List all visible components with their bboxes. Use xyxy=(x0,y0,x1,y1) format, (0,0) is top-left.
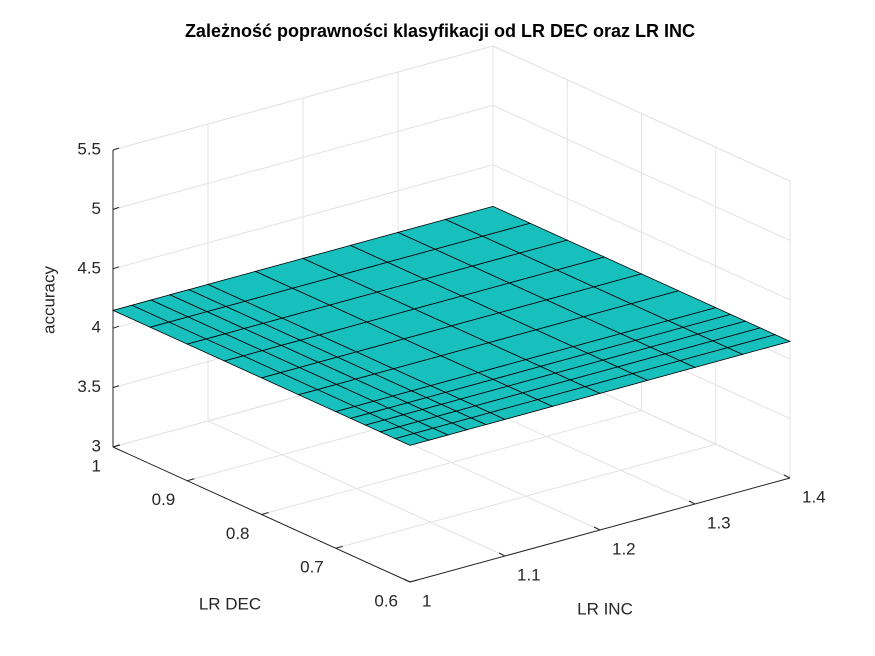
x-tick xyxy=(783,474,791,479)
y-tick xyxy=(187,478,195,482)
surface-patch xyxy=(726,334,792,355)
x-tick-label: 1.1 xyxy=(517,565,541,584)
x-tick-label: 1.3 xyxy=(707,513,731,532)
x-tick-label: 1 xyxy=(422,591,431,610)
y-tick-label: 0.8 xyxy=(226,524,250,543)
x-tick-label: 1.4 xyxy=(802,487,826,506)
z-tick xyxy=(112,385,120,389)
z-tick-label: 4 xyxy=(92,318,101,337)
x-tick xyxy=(688,500,696,505)
x-tick xyxy=(403,578,411,583)
chart-title: Zależność poprawności klasyfikacji od LR… xyxy=(185,21,695,41)
y-tick xyxy=(335,545,343,549)
y-tick-label: 0.7 xyxy=(300,558,324,577)
x-tick xyxy=(593,526,601,531)
grid-line xyxy=(335,443,716,549)
x-axis-label: LR INC xyxy=(577,599,633,618)
y-tick-label: 1 xyxy=(92,456,101,475)
z-tick-label: 4.5 xyxy=(77,258,101,277)
z-tick-label: 5 xyxy=(92,199,101,218)
z-tick xyxy=(112,206,120,210)
y-tick xyxy=(409,579,418,583)
x-tick-label: 1.2 xyxy=(612,539,636,558)
y-tick-label: 0.9 xyxy=(152,490,176,509)
y-tick xyxy=(112,444,121,448)
x-tick xyxy=(498,552,506,557)
y-tick-label: 0.6 xyxy=(374,591,398,610)
z-tick-label: 3.5 xyxy=(77,377,101,396)
z-tick-label: 5.5 xyxy=(77,139,101,158)
z-tick xyxy=(112,266,120,270)
z-tick xyxy=(112,325,120,329)
z-tick xyxy=(112,147,120,151)
y-axis-label: LR DEC xyxy=(199,594,261,613)
z-axis-label: accuracy xyxy=(39,265,58,334)
z-tick-label: 3 xyxy=(92,436,101,455)
y-tick xyxy=(261,512,269,515)
grid-line xyxy=(261,410,642,515)
